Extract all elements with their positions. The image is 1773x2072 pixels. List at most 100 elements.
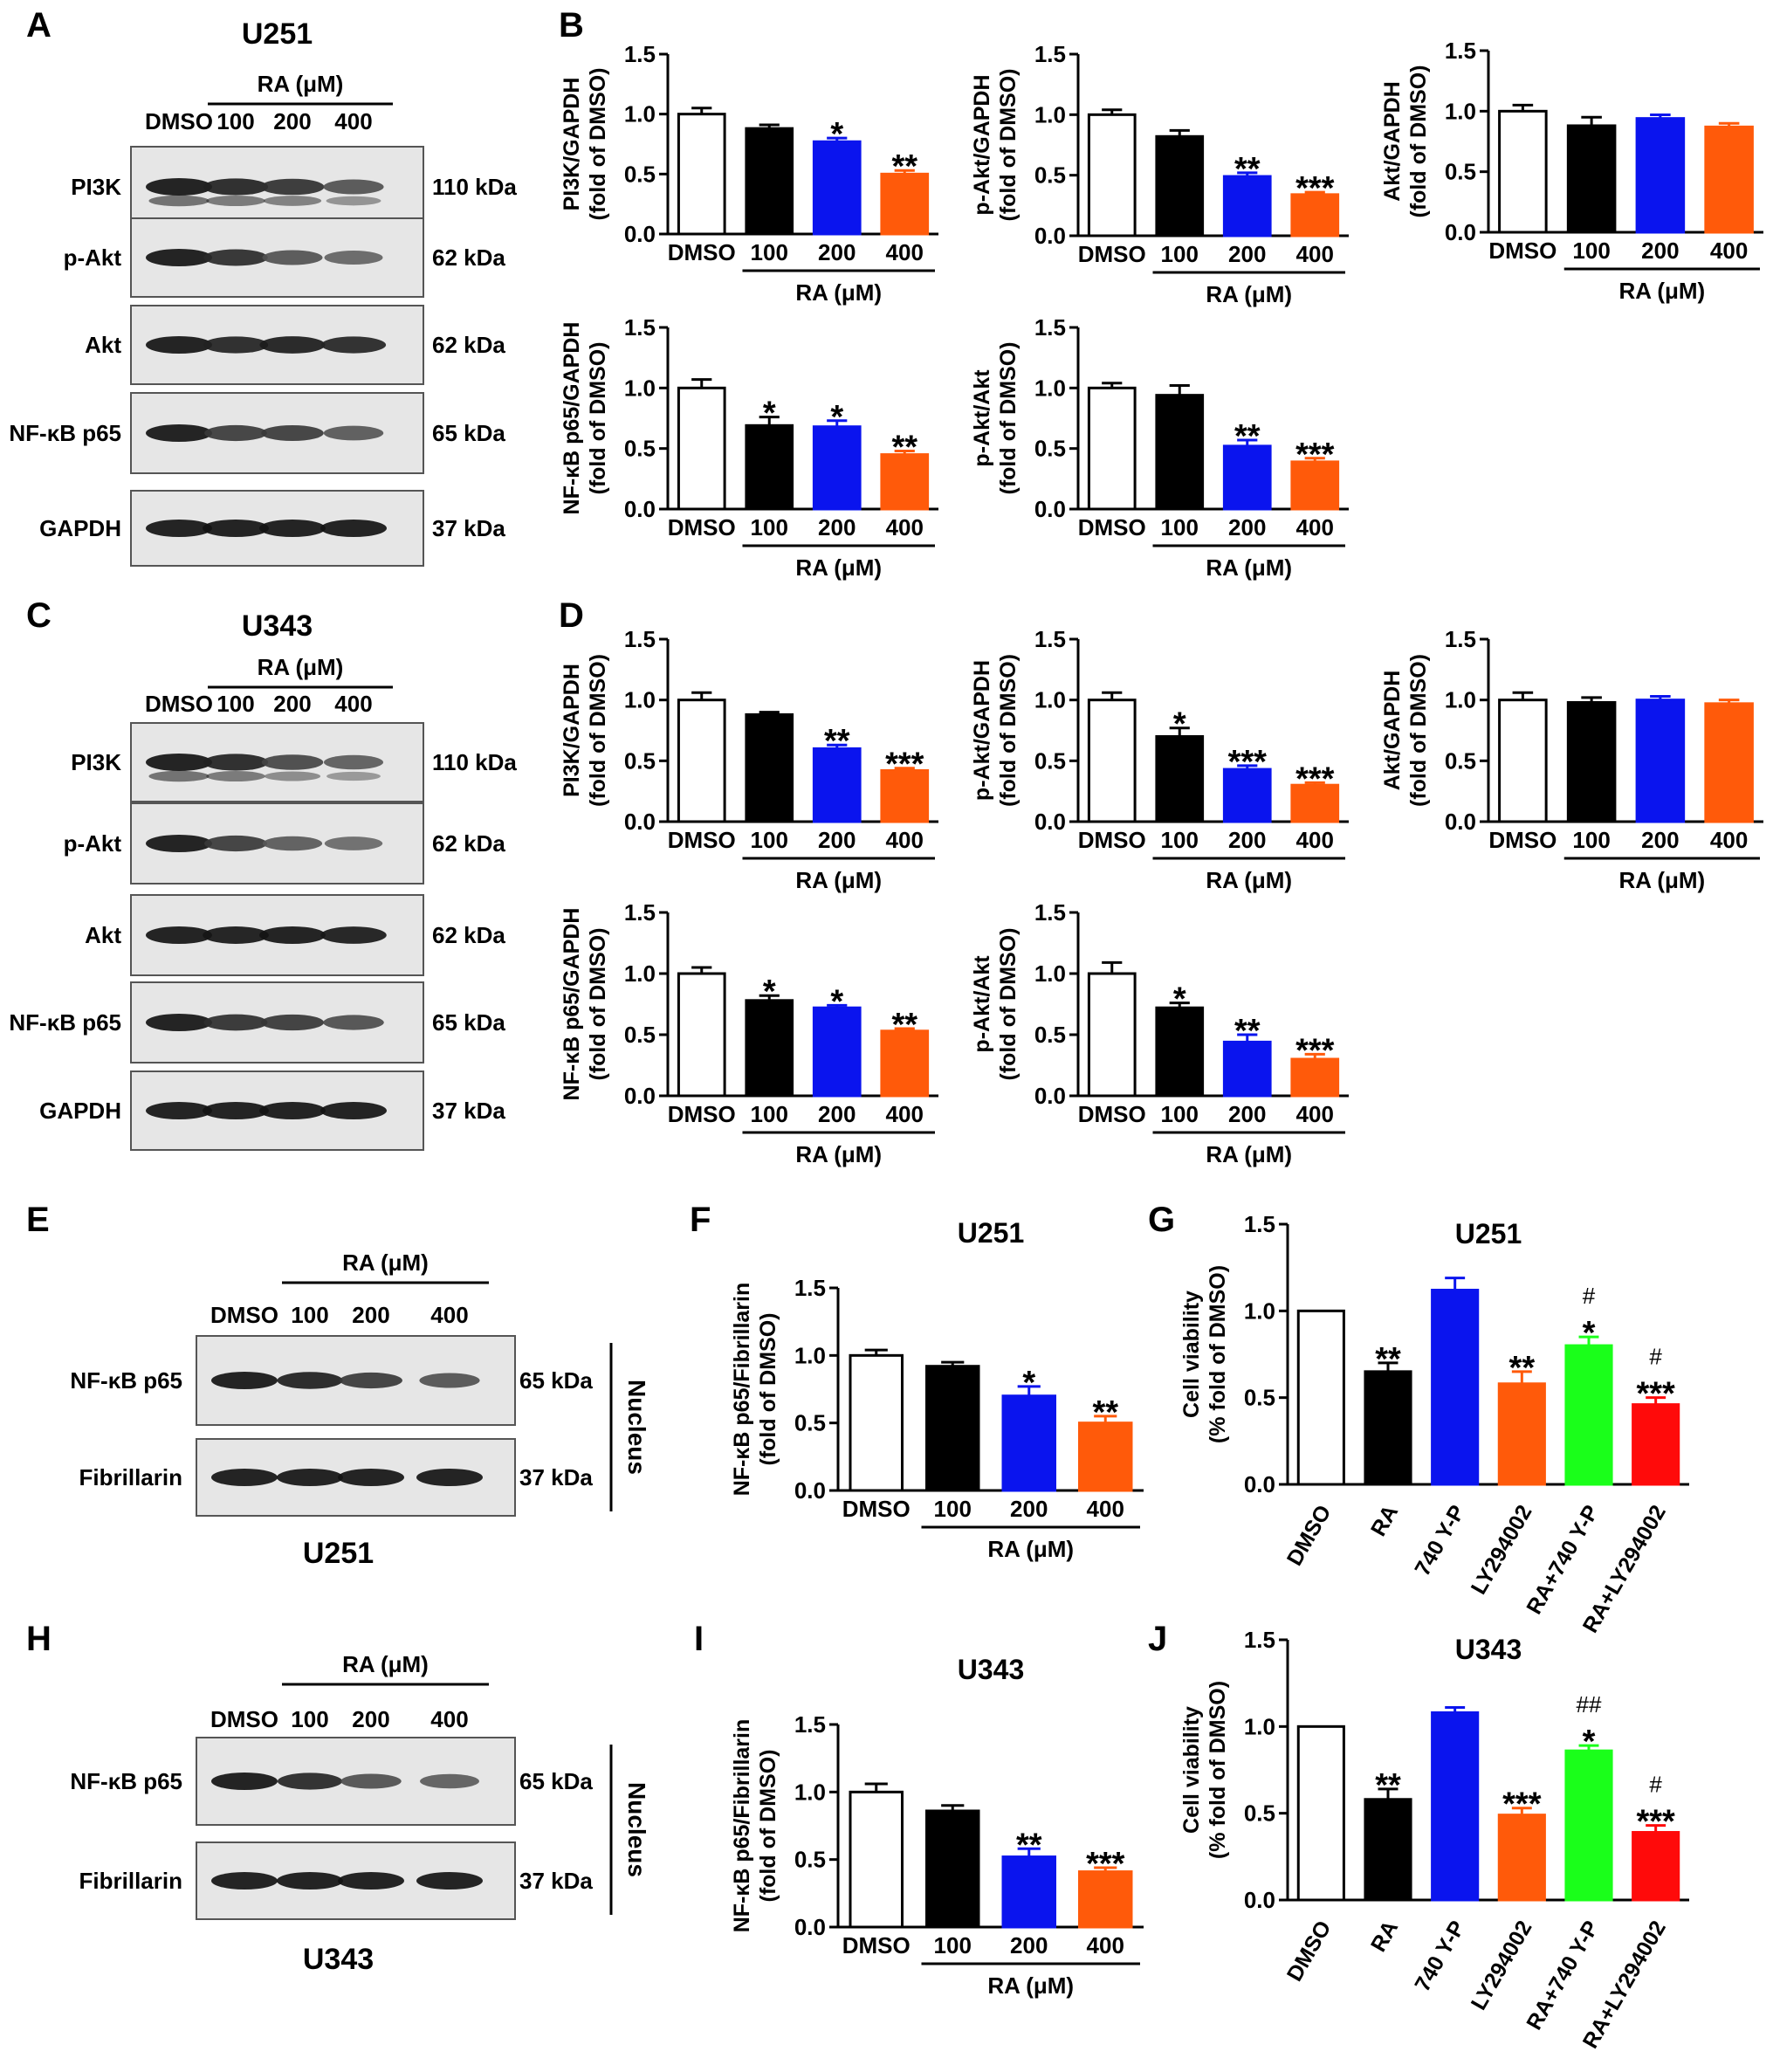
blot-row-gapdh: GAPDH 37 kDa — [39, 1070, 505, 1151]
lane-label: 100 — [216, 691, 254, 717]
y-tick-label: 1.5 — [1034, 626, 1066, 652]
x-tick-label: 100 — [1161, 827, 1199, 853]
y-axis-label: (fold of DMSO) — [756, 1750, 780, 1903]
bar-DMSO — [1087, 699, 1137, 823]
y-tick-label: 1.5 — [624, 899, 656, 926]
protein-band — [146, 249, 212, 266]
cell-line-label: U251 — [242, 17, 313, 51]
y-axis-label: (fold of DMSO) — [586, 654, 610, 807]
bar-400 — [880, 768, 930, 823]
panel-letter-D: D — [559, 596, 584, 635]
bar-200 — [1222, 768, 1272, 823]
protein-label: GAPDH — [39, 515, 121, 541]
protein-band-lower — [148, 770, 210, 782]
significance-marker: *** — [1502, 1786, 1542, 1823]
protein-band — [340, 1372, 402, 1389]
bar-400 — [1290, 460, 1340, 511]
y-tick-label: 0.5 — [794, 1410, 826, 1436]
lane-label: DMSO — [210, 1706, 278, 1732]
y-tick-label: 0.5 — [794, 1847, 826, 1873]
protein-band — [203, 178, 269, 196]
treatment-label: RA (μM) — [258, 654, 344, 680]
protein-band — [211, 1372, 278, 1389]
bar-RA — [1364, 1798, 1412, 1902]
panel-letter-E: E — [26, 1201, 50, 1239]
protein-band — [146, 424, 212, 442]
x-tick-label: 400 — [1710, 237, 1748, 264]
protein-label: Fibrillarin — [79, 1868, 182, 1894]
bar-200 — [1222, 444, 1272, 511]
protein-band-lower — [206, 770, 265, 782]
bar-100 — [745, 712, 794, 823]
protein-band — [203, 249, 268, 266]
protein-band — [203, 1014, 268, 1031]
western-blot-A: U251 RA (μM) DMSO 100 200 400 PI3K 110 kDa p-Akt… — [9, 17, 517, 567]
bar-200 — [812, 140, 862, 236]
x-tick-label: 200 — [1641, 827, 1679, 853]
y-axis-label: NF-κB p65/GAPDH — [560, 908, 584, 1101]
bar-RA+LY294002 — [1632, 1831, 1680, 1902]
protein-band — [211, 1872, 278, 1890]
protein-label: NF-κB p65 — [70, 1768, 182, 1794]
x-tick-label: DMSO — [668, 827, 736, 853]
protein-band — [146, 1014, 212, 1031]
protein-band — [320, 926, 387, 944]
protein-band — [260, 1014, 325, 1031]
protein-band-lower — [206, 195, 265, 207]
bar-100 — [745, 423, 794, 511]
chart-title: U251 — [1455, 1218, 1522, 1249]
y-axis-label: Cell viability — [1179, 1706, 1204, 1834]
protein-label: PI3K — [71, 174, 121, 200]
y-axis-label: NF-κB p65/Fibrillarin — [730, 1283, 754, 1497]
significance-marker: *** — [1295, 1032, 1335, 1069]
lane-label: 400 — [334, 691, 372, 717]
protein-band — [323, 425, 384, 441]
blot-row-nf-b-p65: NF-κB p65 65 kDa — [70, 1737, 593, 1826]
y-tick-label: 1.5 — [1445, 626, 1476, 652]
x-group-label: RA (μM) — [1206, 554, 1292, 581]
bar-100 — [1566, 700, 1617, 823]
treatment-label: RA (μM) — [258, 71, 344, 97]
x-tick-label: 100 — [934, 1496, 972, 1522]
significance-marker: * — [1173, 706, 1186, 743]
protein-band — [203, 520, 269, 537]
bar-LY294002 — [1497, 1814, 1546, 1902]
significance-marker: *** — [1295, 761, 1335, 797]
bar-200 — [1635, 699, 1686, 823]
significance-marker: ** — [1016, 1827, 1042, 1863]
protein-label: Akt — [85, 332, 121, 358]
x-tick-label: 400 — [1296, 1101, 1334, 1127]
y-tick-label: 1.0 — [794, 1779, 826, 1805]
x-tick-label: 200 — [1010, 1932, 1048, 1958]
bar-200 — [812, 425, 862, 511]
x-group-label: RA (μM) — [1619, 278, 1706, 304]
protein-label: Akt — [85, 922, 121, 948]
x-group-label: RA (μM) — [795, 1141, 882, 1167]
protein-band — [146, 754, 212, 771]
lane-label: 100 — [291, 1706, 328, 1732]
protein-band-lower — [148, 195, 210, 207]
bar-400 — [880, 1029, 930, 1098]
protein-band — [261, 424, 324, 442]
y-axis-label: p-Akt/Akt — [970, 955, 994, 1053]
significance-marker: ** — [1375, 1341, 1401, 1378]
western-blot-E: U251 RA (μM) DMSO 100 200 400 NF-κB p65 65 kDa F… — [70, 1249, 650, 1570]
protein-band — [259, 520, 326, 537]
molecular-weight-label: 65 kDa — [432, 420, 505, 446]
significance-marker: *** — [1295, 170, 1335, 207]
fraction-label: Nucleus — [623, 1782, 650, 1877]
x-tick-label: 200 — [1228, 514, 1266, 540]
western-blot-H: U343 RA (μM) DMSO 100 200 400 NF-κB p65 65 kDa F… — [70, 1651, 650, 1976]
protein-band — [259, 926, 326, 944]
protein-band — [320, 336, 387, 354]
bar-DMSO — [849, 1790, 904, 1929]
treatment-label: RA (μM) — [342, 1249, 429, 1276]
y-tick-label: 0.5 — [1445, 747, 1476, 774]
protein-band-lower — [264, 771, 321, 781]
significance-marker: * — [1583, 1724, 1596, 1760]
protein-band — [338, 1469, 404, 1486]
blot-row-pi3k: PI3K 110 kDa — [71, 722, 517, 802]
significance-marker: *** — [1636, 1376, 1675, 1413]
protein-band — [146, 926, 212, 944]
protein-label: PI3K — [71, 749, 121, 775]
